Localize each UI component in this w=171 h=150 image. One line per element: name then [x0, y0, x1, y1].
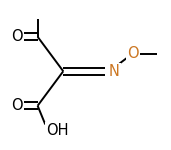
Text: O: O	[11, 98, 23, 113]
Text: N: N	[109, 64, 120, 79]
Text: O: O	[127, 46, 138, 62]
Text: O: O	[11, 29, 23, 44]
Text: OH: OH	[46, 123, 69, 138]
